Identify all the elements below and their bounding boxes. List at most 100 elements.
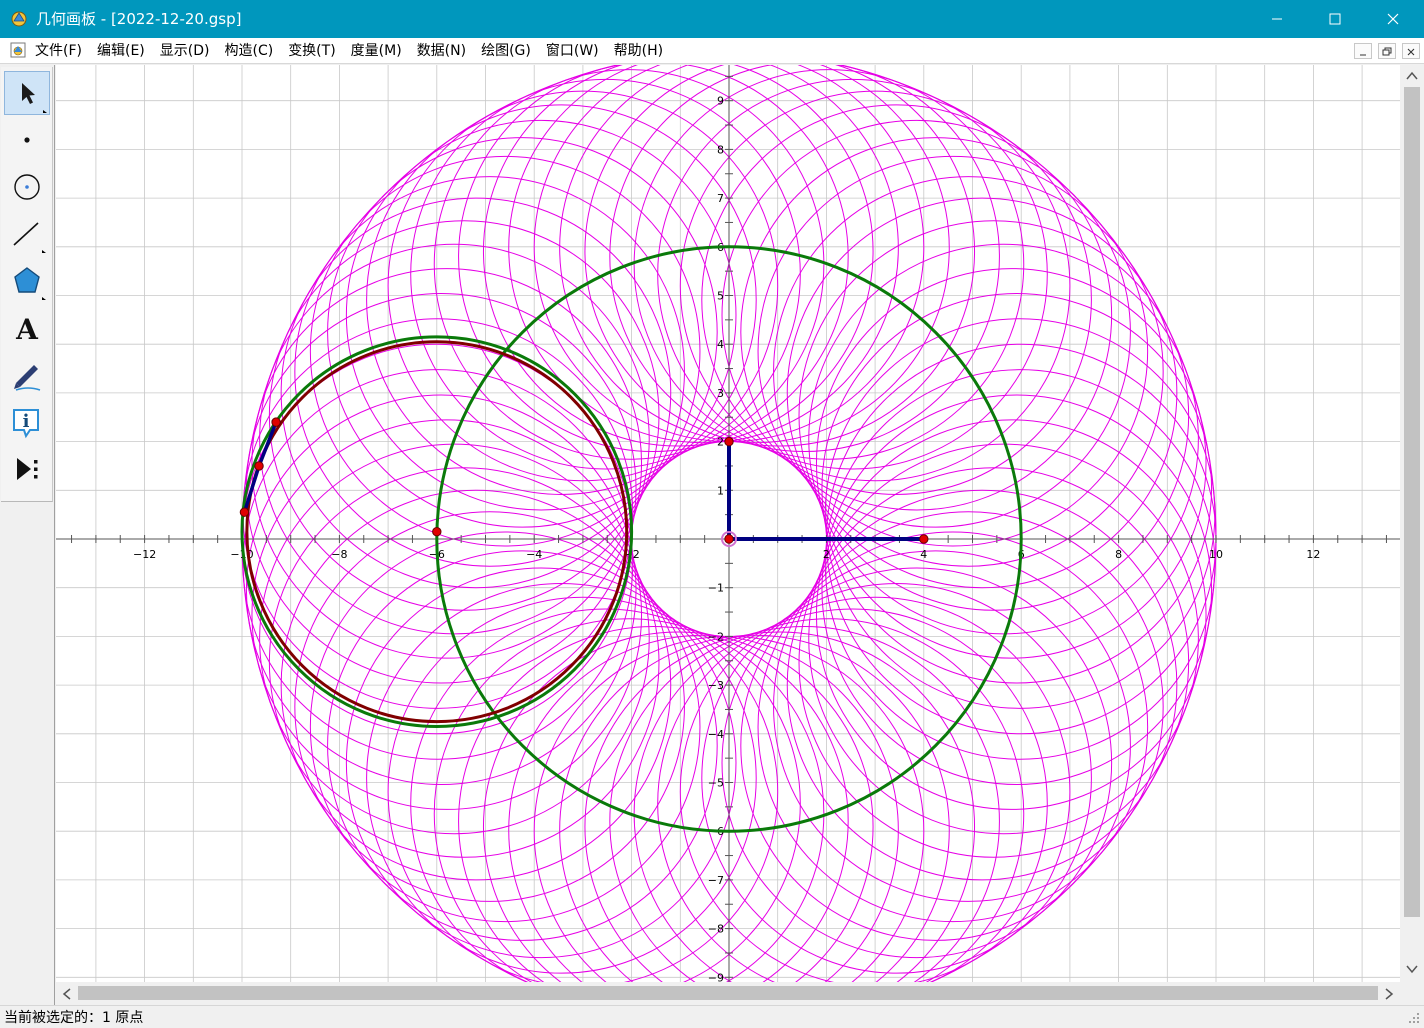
spiro-trace-circle	[294, 176, 685, 567]
vertical-scrollbar[interactable]	[1400, 65, 1424, 982]
spiro-trace-circle	[773, 176, 1164, 567]
spiro-trace-circle	[309, 531, 701, 923]
x-tick-label: −12	[133, 548, 156, 561]
spiro-trace-circle	[251, 419, 643, 810]
x-tick-label: 2	[823, 548, 830, 561]
y-tick-label: −7	[708, 874, 724, 887]
x-axis-tick-labels: −12 −10 −8 −6 −4 −2 2 4 6 8 10 12	[133, 548, 1320, 561]
doc-restore-button[interactable]	[1378, 43, 1396, 59]
x-tick-label: −8	[331, 548, 347, 561]
close-button[interactable]	[1364, 0, 1422, 38]
spiro-trace-circle	[757, 155, 1149, 547]
menu-display[interactable]: 显示(D)	[159, 43, 210, 59]
arrow-tool[interactable]	[4, 71, 50, 115]
coordinate-plane[interactable]: −12 −10 −8 −6 −4 −2 2 4 6 8 10 12 123456789−1−2−3−4…	[56, 65, 1400, 982]
y-tick-label: −5	[708, 777, 724, 790]
unit-point-y[interactable]	[724, 436, 734, 447]
doc-minimize-button[interactable]	[1354, 43, 1372, 59]
spiro-trace-circle	[821, 394, 1213, 786]
spiro-trace-circle	[609, 626, 1000, 982]
arc-point[interactable]	[254, 461, 264, 471]
arc-point[interactable]	[271, 417, 281, 427]
spiro-trace-circle	[410, 78, 801, 470]
construction-objects[interactable]	[239, 245, 1023, 833]
minimize-icon	[1272, 18, 1282, 20]
horizontal-scroll-thumb[interactable]	[78, 986, 1378, 1000]
menu-file[interactable]: 文件(F)	[35, 43, 82, 59]
rolling-darkred-circle[interactable]	[245, 340, 629, 724]
close-icon	[1387, 13, 1399, 25]
x-tick-label: 12	[1306, 548, 1320, 561]
spiro-trace-circle	[798, 220, 1190, 611]
x-tick-label: 10	[1209, 548, 1223, 561]
menu-transform[interactable]: 变换(T)	[288, 43, 336, 59]
unit-point-x[interactable]	[919, 534, 929, 544]
horizontal-scrollbar[interactable]	[56, 982, 1400, 1004]
vertical-scroll-thumb[interactable]	[1404, 87, 1420, 917]
resize-grip-icon[interactable]	[1408, 1012, 1420, 1024]
polygon-tool[interactable]	[4, 259, 50, 303]
doc-close-button[interactable]	[1402, 43, 1420, 59]
spiro-trace-circle	[366, 583, 757, 974]
spiro-trace-circle	[808, 243, 1199, 635]
arc-point[interactable]	[239, 507, 250, 517]
spiro-trace-circle	[483, 65, 874, 447]
origin-selection-ring	[721, 531, 737, 547]
x-tick-label: 4	[920, 548, 927, 561]
spiro-trace-circle	[345, 119, 737, 511]
menu-data[interactable]: 数据(N)	[416, 43, 467, 59]
spiro-trace-circle	[268, 467, 660, 858]
spiro-trace-circle	[633, 618, 1025, 982]
origin-point[interactable]	[724, 534, 734, 544]
information-tool[interactable]: i	[4, 400, 50, 444]
x-tick-label: −4	[526, 548, 542, 561]
spiro-trace-circle	[387, 596, 779, 982]
menu-graph[interactable]: 绘图(G)	[481, 43, 531, 59]
play-custom-icon	[17, 458, 38, 480]
text-a-icon: A	[15, 313, 39, 346]
spiro-trace-circle	[721, 567, 1113, 959]
sketch-canvas[interactable]: −12 −10 −8 −6 −4 −2 2 4 6 8 10 12 1 2 3 4 5 6 7 8 9 −1 −2 −3 −4…	[56, 65, 1400, 982]
y-tick-label: −4	[708, 728, 724, 741]
custom-tool[interactable]	[4, 447, 50, 491]
large-green-circle[interactable]	[435, 245, 1023, 833]
compass-tool[interactable]	[4, 165, 50, 209]
y-tick-label: −3	[708, 679, 724, 692]
scroll-up-icon[interactable]	[1405, 70, 1419, 82]
marker-pen-icon	[14, 365, 41, 391]
point-icon	[24, 137, 30, 143]
menu-construct[interactable]: 构造(C)	[224, 43, 274, 59]
menu-window[interactable]: 窗口(W)	[545, 43, 599, 59]
minimize-button[interactable]	[1248, 0, 1306, 38]
spiro-trace-circle	[327, 550, 718, 941]
spiro-trace-circle	[609, 65, 1000, 452]
window-title: 几何画板 - [2022-12-20.gsp]	[36, 10, 242, 28]
rolling-center-point[interactable]	[432, 526, 442, 537]
point-tool[interactable]	[4, 118, 50, 162]
spiro-trace-circle	[740, 137, 1131, 528]
y-tick-label: 4	[717, 338, 724, 351]
spiro-trace-circle	[584, 65, 975, 447]
minimize-icon	[1360, 54, 1366, 56]
scroll-left-icon[interactable]	[61, 987, 73, 1001]
spiro-trace-circle	[821, 292, 1213, 684]
spiro-trace-circle	[280, 489, 672, 881]
spiro-trace-circle	[309, 155, 701, 547]
info-icon: i	[13, 409, 39, 439]
text-tool[interactable]: A	[4, 306, 50, 350]
circle-icon	[14, 174, 40, 200]
spiro-trace-circle	[815, 268, 1207, 659]
y-tick-label: 2	[717, 436, 724, 449]
spiro-trace-circle	[458, 626, 849, 982]
menu-help[interactable]: 帮助(H)	[613, 43, 664, 59]
maximize-button[interactable]	[1306, 0, 1364, 38]
marker-tool[interactable]	[4, 353, 50, 397]
scroll-down-icon[interactable]	[1405, 963, 1419, 975]
menu-edit[interactable]: 编辑(E)	[96, 43, 145, 59]
spiro-trace-circle	[345, 567, 737, 959]
scroll-right-icon[interactable]	[1383, 987, 1395, 1001]
menu-measure[interactable]: 度量(M)	[350, 43, 402, 59]
y-tick-label: −9	[708, 971, 724, 982]
rolling-green-circle[interactable]	[240, 335, 634, 728]
straightedge-tool[interactable]	[4, 212, 50, 256]
